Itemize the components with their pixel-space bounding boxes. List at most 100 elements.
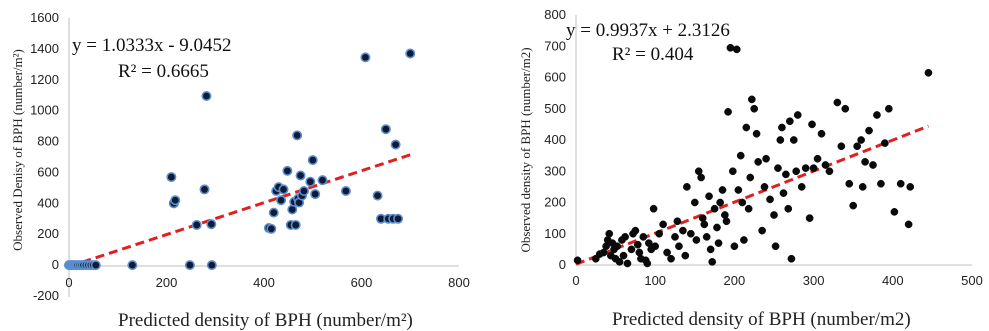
right-y-axis-label: Observed density of BPH (number/m2) <box>518 47 533 252</box>
right-data-point <box>873 111 881 119</box>
right-data-point <box>605 229 614 238</box>
right-data-point <box>728 167 737 176</box>
left-equation-label: y = 1.0333x - 9.0452 <box>72 35 232 56</box>
left-data-point <box>268 207 279 218</box>
left-y-tick-label: 1400 <box>30 41 59 56</box>
right-data-point <box>675 242 683 251</box>
left-y-axis-label: Observed Denisy of BPH (number/m²) <box>10 49 25 251</box>
left-x-tick-label: 0 <box>65 275 72 290</box>
right-data-point <box>762 154 770 163</box>
right-data-point <box>771 242 780 251</box>
right-data-point <box>697 173 705 182</box>
right-y-tick-label: 500 <box>544 101 566 116</box>
right-data-point <box>841 104 850 113</box>
right-data-point <box>881 139 889 147</box>
right-data-point <box>710 204 719 213</box>
right-data-point <box>671 233 679 241</box>
left-scatter-chart: 0 200 400 600 800 -200 0 200 400 600 800 1000 1200 14… <box>10 10 470 331</box>
right-data-point <box>740 236 748 244</box>
right-x-tick-label: 500 <box>961 273 983 288</box>
left-data-point <box>199 184 210 195</box>
left-data-point <box>166 172 177 183</box>
left-r-squared-label: R² = 0.6665 <box>118 61 209 82</box>
right-data-point <box>726 43 735 52</box>
left-y-tick-label: 1000 <box>30 103 59 118</box>
left-y-tick-label: 0 <box>52 257 59 272</box>
right-data-point <box>924 68 933 77</box>
right-data-point <box>705 192 713 201</box>
right-data-point <box>813 154 822 163</box>
right-data-point <box>770 211 778 219</box>
left-data-point <box>295 170 306 181</box>
right-data-point <box>615 258 624 266</box>
left-y-tick-label: 200 <box>37 226 59 241</box>
right-r-squared-label: R² = 0.404 <box>612 44 694 65</box>
left-data-point <box>191 219 202 230</box>
right-data-point <box>845 179 854 188</box>
left-y-tick-label: -200 <box>33 288 59 303</box>
right-data-point <box>633 240 642 249</box>
right-tick-labels: 0 100 200 300 400 500 0 100 200 300 400 500 600 700 80… <box>544 7 983 288</box>
left-data-point <box>266 223 277 234</box>
right-data-point <box>730 242 739 251</box>
left-trendline <box>68 153 411 268</box>
right-data-point <box>627 245 636 254</box>
right-data-point <box>722 217 731 226</box>
right-data-point <box>621 233 629 241</box>
right-x-tick-label: 200 <box>724 273 746 288</box>
right-data-point <box>736 151 745 160</box>
right-scatter-chart: 0 100 200 300 400 500 0 100 200 300 400 500 600 700 80… <box>518 7 983 330</box>
right-data-point <box>817 129 826 138</box>
left-data-point <box>307 155 318 166</box>
right-data-point <box>904 220 913 229</box>
left-data-point <box>170 195 181 206</box>
right-data-point <box>619 251 628 260</box>
right-data-point <box>758 226 766 235</box>
left-data-point <box>390 139 401 150</box>
right-data-point <box>750 104 759 113</box>
right-y-tick-label: 300 <box>544 163 566 178</box>
left-data-points <box>64 48 416 271</box>
right-data-point <box>877 179 885 188</box>
right-data-point <box>744 204 753 213</box>
left-data-point <box>405 48 416 59</box>
left-data-point <box>340 185 351 196</box>
right-data-point <box>667 254 675 263</box>
right-y-tick-label: 800 <box>544 7 566 22</box>
right-y-tick-label: 400 <box>544 132 566 147</box>
left-data-point <box>206 219 217 230</box>
right-data-point <box>865 126 873 135</box>
right-data-point <box>643 259 652 268</box>
right-data-point <box>681 251 690 260</box>
left-data-point <box>305 176 316 187</box>
right-y-tick-label: 700 <box>544 38 566 53</box>
left-y-tick-label: 800 <box>37 134 59 149</box>
right-data-point <box>825 167 834 176</box>
right-data-point <box>706 245 715 254</box>
right-data-point <box>857 136 865 144</box>
right-x-axis-label: Predicted density of BPH (number/m2) <box>612 309 911 330</box>
right-data-point <box>679 226 687 235</box>
right-data-point <box>861 158 869 166</box>
left-data-point <box>276 195 287 206</box>
right-data-point <box>700 220 709 229</box>
left-x-tick-label: 200 <box>156 275 178 290</box>
left-y-tick-label: 400 <box>37 195 59 210</box>
left-y-tick-label: 600 <box>37 164 59 179</box>
right-trendline <box>575 124 929 266</box>
left-y-tick-label: 1600 <box>30 10 59 25</box>
left-data-point <box>206 260 217 271</box>
right-data-point <box>742 123 751 132</box>
right-data-point <box>663 248 671 257</box>
right-data-point <box>896 179 905 188</box>
right-data-point <box>774 164 782 172</box>
right-data-point <box>778 123 786 132</box>
right-data-point <box>853 142 862 151</box>
right-data-point <box>690 198 699 207</box>
right-data-point <box>808 120 816 129</box>
left-data-point <box>90 260 101 271</box>
left-data-point <box>292 130 303 141</box>
right-data-point <box>724 108 732 116</box>
right-data-point <box>713 223 721 232</box>
